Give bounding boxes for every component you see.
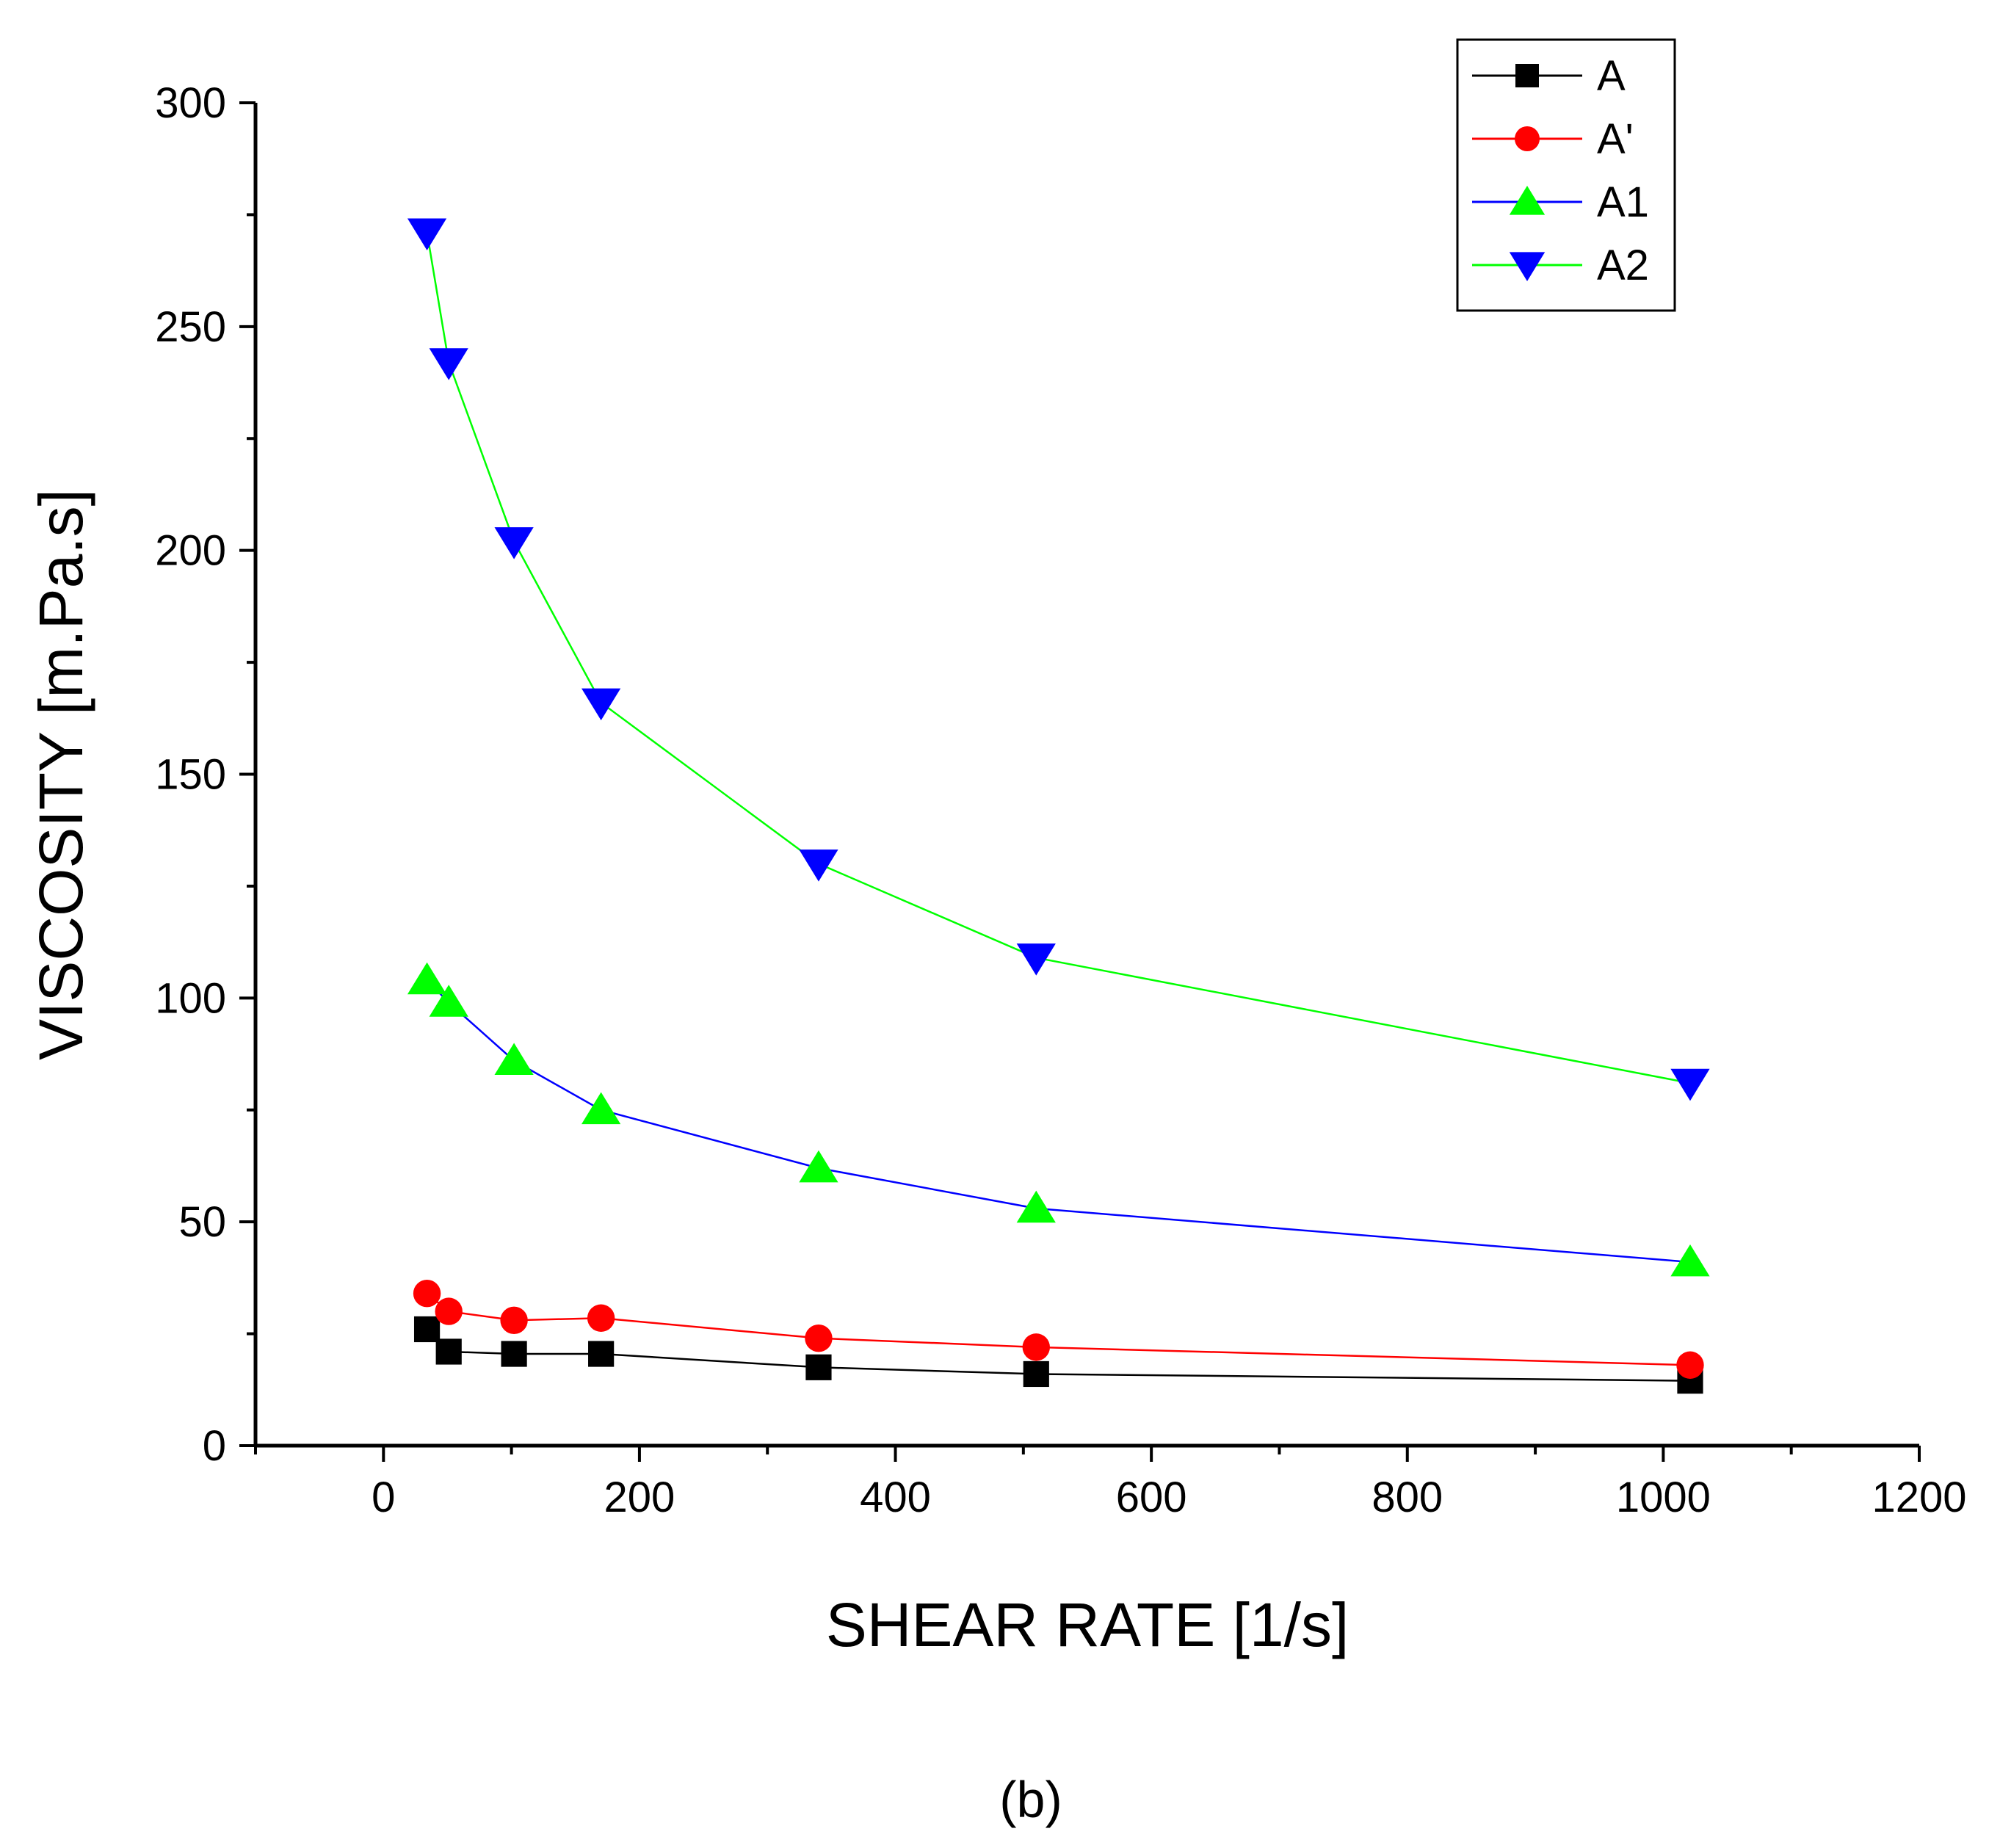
series-a1	[407, 962, 1710, 1277]
data-point	[1016, 1190, 1056, 1223]
data-point	[494, 1043, 534, 1076]
data-point	[407, 962, 447, 995]
data-point	[429, 348, 468, 380]
figure-caption: (b)	[999, 1771, 1062, 1828]
data-point	[413, 1280, 441, 1308]
legend-label: A1	[1597, 178, 1649, 226]
data-point	[1676, 1351, 1704, 1379]
x-tick-label: 600	[1116, 1474, 1187, 1521]
legend-label: A2	[1597, 242, 1649, 289]
y-tick-label: 50	[178, 1198, 226, 1246]
data-point	[799, 849, 838, 882]
series-layer	[407, 218, 1710, 1394]
data-point	[501, 1341, 527, 1367]
x-axis-title: SHEAR RATE [1/s]	[826, 1590, 1349, 1659]
x-tick-label: 800	[1372, 1474, 1443, 1521]
legend-marker	[1515, 64, 1539, 87]
data-point	[1670, 1244, 1710, 1277]
data-point	[429, 985, 468, 1017]
y-tick-label: 200	[155, 527, 226, 575]
legend-marker	[1515, 126, 1540, 151]
series-a	[413, 1316, 1703, 1394]
data-point	[588, 1341, 615, 1367]
x-tick-label: 400	[860, 1474, 931, 1521]
data-point	[494, 527, 534, 559]
data-point	[581, 1092, 621, 1125]
x-tick-label: 1000	[1616, 1474, 1711, 1521]
x-tick-label: 200	[604, 1474, 675, 1521]
legend-marker	[1509, 186, 1546, 215]
legend-label: A	[1597, 52, 1626, 100]
y-tick-label: 0	[203, 1422, 226, 1470]
data-point	[435, 1297, 463, 1325]
data-point	[805, 1324, 833, 1352]
data-point	[1016, 943, 1056, 976]
legend: A A' A1 A2	[1456, 38, 1676, 312]
series-line	[426, 1328, 1691, 1382]
legend-label: A'	[1597, 115, 1634, 163]
data-point	[581, 688, 621, 721]
data-point	[1022, 1333, 1050, 1361]
data-point	[1670, 1068, 1710, 1101]
data-point	[500, 1306, 528, 1334]
y-tick-label: 250	[155, 303, 226, 351]
y-tick-label: 100	[155, 974, 226, 1022]
data-point	[413, 1316, 441, 1343]
series-line	[426, 232, 1691, 1084]
data-point	[805, 1354, 832, 1380]
y-axis-title: VISCOSITY [m.Pa.s]	[26, 489, 95, 1060]
data-point	[407, 218, 447, 251]
series-a2	[407, 218, 1710, 1101]
ticks	[239, 101, 1921, 1462]
y-tick-label: 300	[155, 79, 226, 127]
x-tick-label: 0	[372, 1474, 395, 1521]
x-tick-label: 1200	[1872, 1474, 1966, 1521]
data-point	[587, 1304, 615, 1332]
series-a-prime	[413, 1280, 1704, 1379]
data-point	[799, 1150, 838, 1183]
tick-labels: 0 200 400 600 800 1000 1200 0 50 100 150 200 250 300	[155, 79, 1966, 1521]
data-point	[435, 1338, 462, 1365]
data-point	[1023, 1360, 1049, 1388]
y-tick-label: 150	[155, 751, 226, 799]
legend-marker	[1509, 252, 1546, 281]
